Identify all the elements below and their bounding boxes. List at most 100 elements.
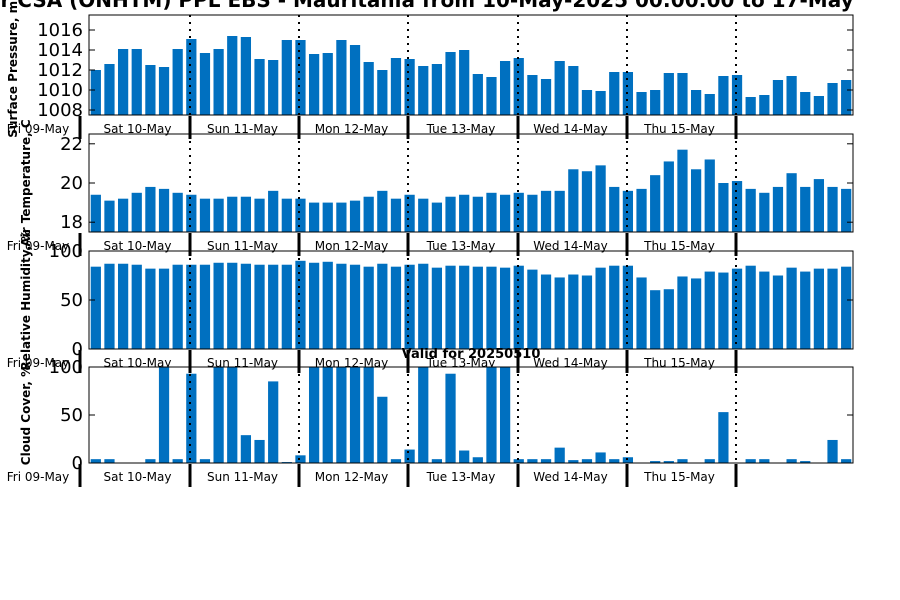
bar-3-7 bbox=[172, 264, 183, 349]
bar-4-21 bbox=[363, 367, 374, 463]
bar-2-37 bbox=[581, 171, 593, 232]
bar-1-19 bbox=[336, 40, 347, 115]
bar-1-23 bbox=[390, 58, 402, 115]
bar-4-43 bbox=[663, 461, 674, 463]
ytick-label: 1016 bbox=[37, 20, 83, 41]
bar-2-26 bbox=[431, 202, 443, 232]
day-label: Wed 14-May bbox=[533, 470, 607, 484]
bar-1-22 bbox=[377, 70, 388, 115]
bar-4-56 bbox=[841, 459, 852, 463]
bar-2-20 bbox=[349, 200, 361, 232]
bar-1-26 bbox=[431, 64, 443, 115]
bar-4-53 bbox=[800, 461, 811, 463]
bar-1-33 bbox=[527, 75, 538, 115]
bar-3-18 bbox=[322, 261, 333, 349]
ytick-label: 1008 bbox=[37, 100, 83, 121]
bar-1-39 bbox=[609, 72, 620, 115]
bar-3-9 bbox=[199, 264, 211, 349]
bar-1-53 bbox=[800, 92, 811, 115]
bar-2-30 bbox=[486, 192, 497, 232]
day-label: Wed 14-May bbox=[533, 356, 607, 370]
ytick-label: 1014 bbox=[37, 40, 83, 61]
bar-3-12 bbox=[240, 263, 252, 349]
day-label: Sun 11-May bbox=[207, 239, 278, 253]
bar-4-26 bbox=[431, 459, 443, 463]
bar-3-25 bbox=[418, 263, 429, 349]
bar-1-14 bbox=[268, 60, 279, 115]
bar-4-31 bbox=[499, 367, 511, 463]
bar-3-5 bbox=[145, 268, 156, 349]
bar-1-17 bbox=[308, 54, 320, 115]
bar-3-43 bbox=[663, 289, 674, 349]
bar-4-28 bbox=[459, 450, 470, 463]
bar-1-5 bbox=[145, 65, 156, 115]
bar-2-12 bbox=[240, 196, 252, 232]
day-label: Wed 14-May bbox=[533, 122, 607, 136]
bar-2-23 bbox=[390, 198, 402, 232]
bar-2-19 bbox=[336, 202, 347, 232]
bar-3-19 bbox=[336, 263, 347, 349]
bar-1-36 bbox=[568, 66, 579, 115]
bar-3-14 bbox=[268, 264, 279, 349]
bar-3-53 bbox=[800, 271, 811, 349]
bar-1-46 bbox=[704, 94, 715, 115]
bar-4-42 bbox=[650, 461, 661, 463]
bar-3-38 bbox=[595, 267, 606, 349]
bar-2-47 bbox=[718, 183, 729, 232]
bar-1-12 bbox=[240, 37, 252, 115]
bar-4-5 bbox=[145, 459, 156, 463]
bar-2-6 bbox=[158, 188, 170, 232]
bar-2-15 bbox=[281, 198, 292, 232]
bar-2-54 bbox=[813, 179, 825, 232]
first-day-label: Fri 09-May bbox=[7, 122, 70, 136]
bar-4-25 bbox=[418, 367, 429, 463]
figure-title: for CSA (ONHTM) PPL EBS - Mauritania fro… bbox=[0, 0, 854, 12]
day-label: Wed 14-May bbox=[533, 239, 607, 253]
bar-3-48 bbox=[731, 268, 743, 349]
bar-4-40 bbox=[622, 457, 634, 463]
bar-3-17 bbox=[308, 262, 320, 349]
bar-1-55 bbox=[827, 83, 838, 115]
bar-4-33 bbox=[527, 459, 538, 463]
bar-1-47 bbox=[718, 76, 729, 115]
bar-1-48 bbox=[731, 75, 743, 115]
bar-3-3 bbox=[117, 263, 129, 349]
day-label: Thu 15-May bbox=[643, 356, 715, 370]
bar-3-20 bbox=[349, 264, 361, 349]
first-day-label: Fri 09-May bbox=[7, 239, 70, 253]
bar-3-26 bbox=[431, 267, 443, 349]
day-label: Sun 11-May bbox=[207, 122, 278, 136]
bar-2-16 bbox=[295, 198, 306, 232]
bar-2-21 bbox=[363, 196, 374, 232]
bar-3-1 bbox=[90, 266, 101, 349]
bar-3-8 bbox=[186, 264, 197, 349]
panel-3: 0 50 100 Relative Humidity, %Fri 09-May Sat … bbox=[7, 230, 854, 373]
bar-3-34 bbox=[540, 274, 552, 349]
day-label: Sat 10-May bbox=[104, 239, 172, 253]
bar-2-8 bbox=[186, 194, 197, 232]
day-label: Thu 15-May bbox=[643, 239, 715, 253]
day-label: Mon 12-May bbox=[315, 239, 389, 253]
day-label: Mon 12-May bbox=[315, 122, 389, 136]
bar-1-35 bbox=[554, 61, 565, 115]
bar-3-6 bbox=[158, 268, 170, 349]
bar-4-29 bbox=[472, 457, 483, 463]
bar-4-44 bbox=[677, 459, 688, 463]
bar-1-25 bbox=[418, 66, 429, 115]
bar-2-36 bbox=[568, 169, 579, 232]
bar-1-18 bbox=[322, 53, 333, 115]
bar-4-30 bbox=[486, 367, 497, 463]
bar-4-17 bbox=[308, 367, 320, 463]
bar-3-49 bbox=[745, 265, 756, 349]
bar-4-11 bbox=[227, 367, 238, 463]
bar-2-3 bbox=[117, 198, 129, 232]
bar-2-5 bbox=[145, 186, 156, 232]
ytick-label: 20 bbox=[60, 173, 83, 194]
bar-1-38 bbox=[595, 91, 606, 115]
bar-2-1 bbox=[90, 194, 101, 232]
bar-1-3 bbox=[117, 49, 129, 115]
bar-4-52 bbox=[786, 459, 797, 463]
first-day-label: Fri 09-May bbox=[7, 470, 70, 484]
bar-4-22 bbox=[377, 396, 388, 463]
bar-4-2 bbox=[104, 459, 115, 463]
